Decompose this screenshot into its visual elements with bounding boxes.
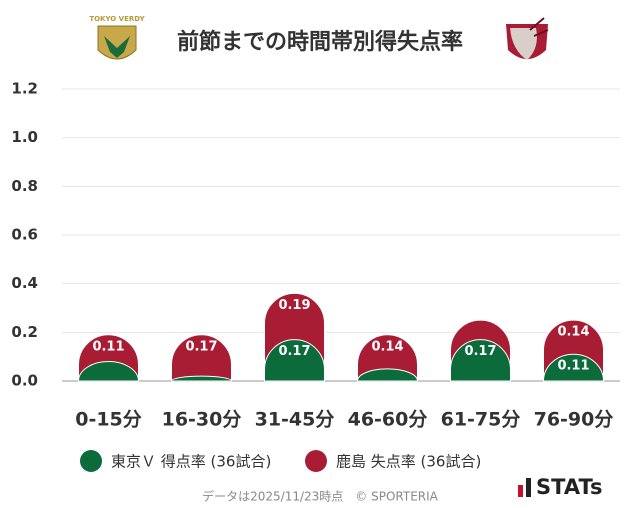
- legend-label: 東京Ｖ 得点率 (36試合): [111, 453, 271, 471]
- value-label: 0.11: [92, 339, 124, 354]
- bar-segment: [77, 361, 140, 382]
- value-label: 0.11: [557, 359, 589, 374]
- x-tick-label: 0-15分: [75, 409, 142, 431]
- value-label: 0.19: [278, 298, 310, 313]
- y-tick-label: 0.2: [11, 323, 38, 341]
- bar-segment: [170, 375, 233, 382]
- value-label: 0.14: [371, 339, 403, 354]
- home-logo: TOKYO VERDY: [89, 15, 146, 60]
- value-label: 0.17: [185, 339, 217, 354]
- x-tick-label: 16-30分: [162, 409, 242, 431]
- value-label: 0.14: [557, 325, 589, 340]
- legend-swatch: [80, 450, 102, 472]
- chart-title: 前節までの時間帯別得失点率: [177, 29, 463, 55]
- y-tick-label: 0.6: [11, 226, 38, 244]
- x-tick-label: 46-60分: [348, 409, 428, 431]
- x-tick-label: 76-90分: [534, 409, 614, 431]
- y-tick-label: 1.2: [11, 80, 38, 98]
- value-label: 0.17: [278, 344, 310, 359]
- y-tick-label: 1.0: [11, 128, 38, 146]
- source-note: データは2025/11/23時点 © SPORTERIA: [202, 489, 439, 504]
- value-label: 0.17: [464, 344, 496, 359]
- bar-segment: [357, 334, 418, 382]
- away-logo: [506, 17, 549, 60]
- svg-text:TOKYO VERDY: TOKYO VERDY: [89, 15, 145, 23]
- legend-label: 鹿島 失点率 (36試合): [336, 453, 481, 471]
- bar-segment: [171, 334, 232, 382]
- bar-segment: [542, 353, 605, 382]
- y-tick-label: 0.0: [11, 372, 38, 390]
- bar-segment: [356, 368, 419, 382]
- x-tick-label: 31-45分: [255, 409, 335, 431]
- brand-mark: [526, 478, 531, 497]
- y-tick-label: 0.8: [11, 177, 38, 195]
- x-tick-label: 61-75分: [441, 409, 521, 431]
- legend-swatch: [305, 450, 327, 472]
- y-tick-label: 0.4: [11, 274, 38, 292]
- brand: STATs: [536, 475, 602, 499]
- brand-mark: [518, 485, 523, 497]
- bar-segment: [450, 339, 511, 382]
- bar-segment: [264, 339, 325, 382]
